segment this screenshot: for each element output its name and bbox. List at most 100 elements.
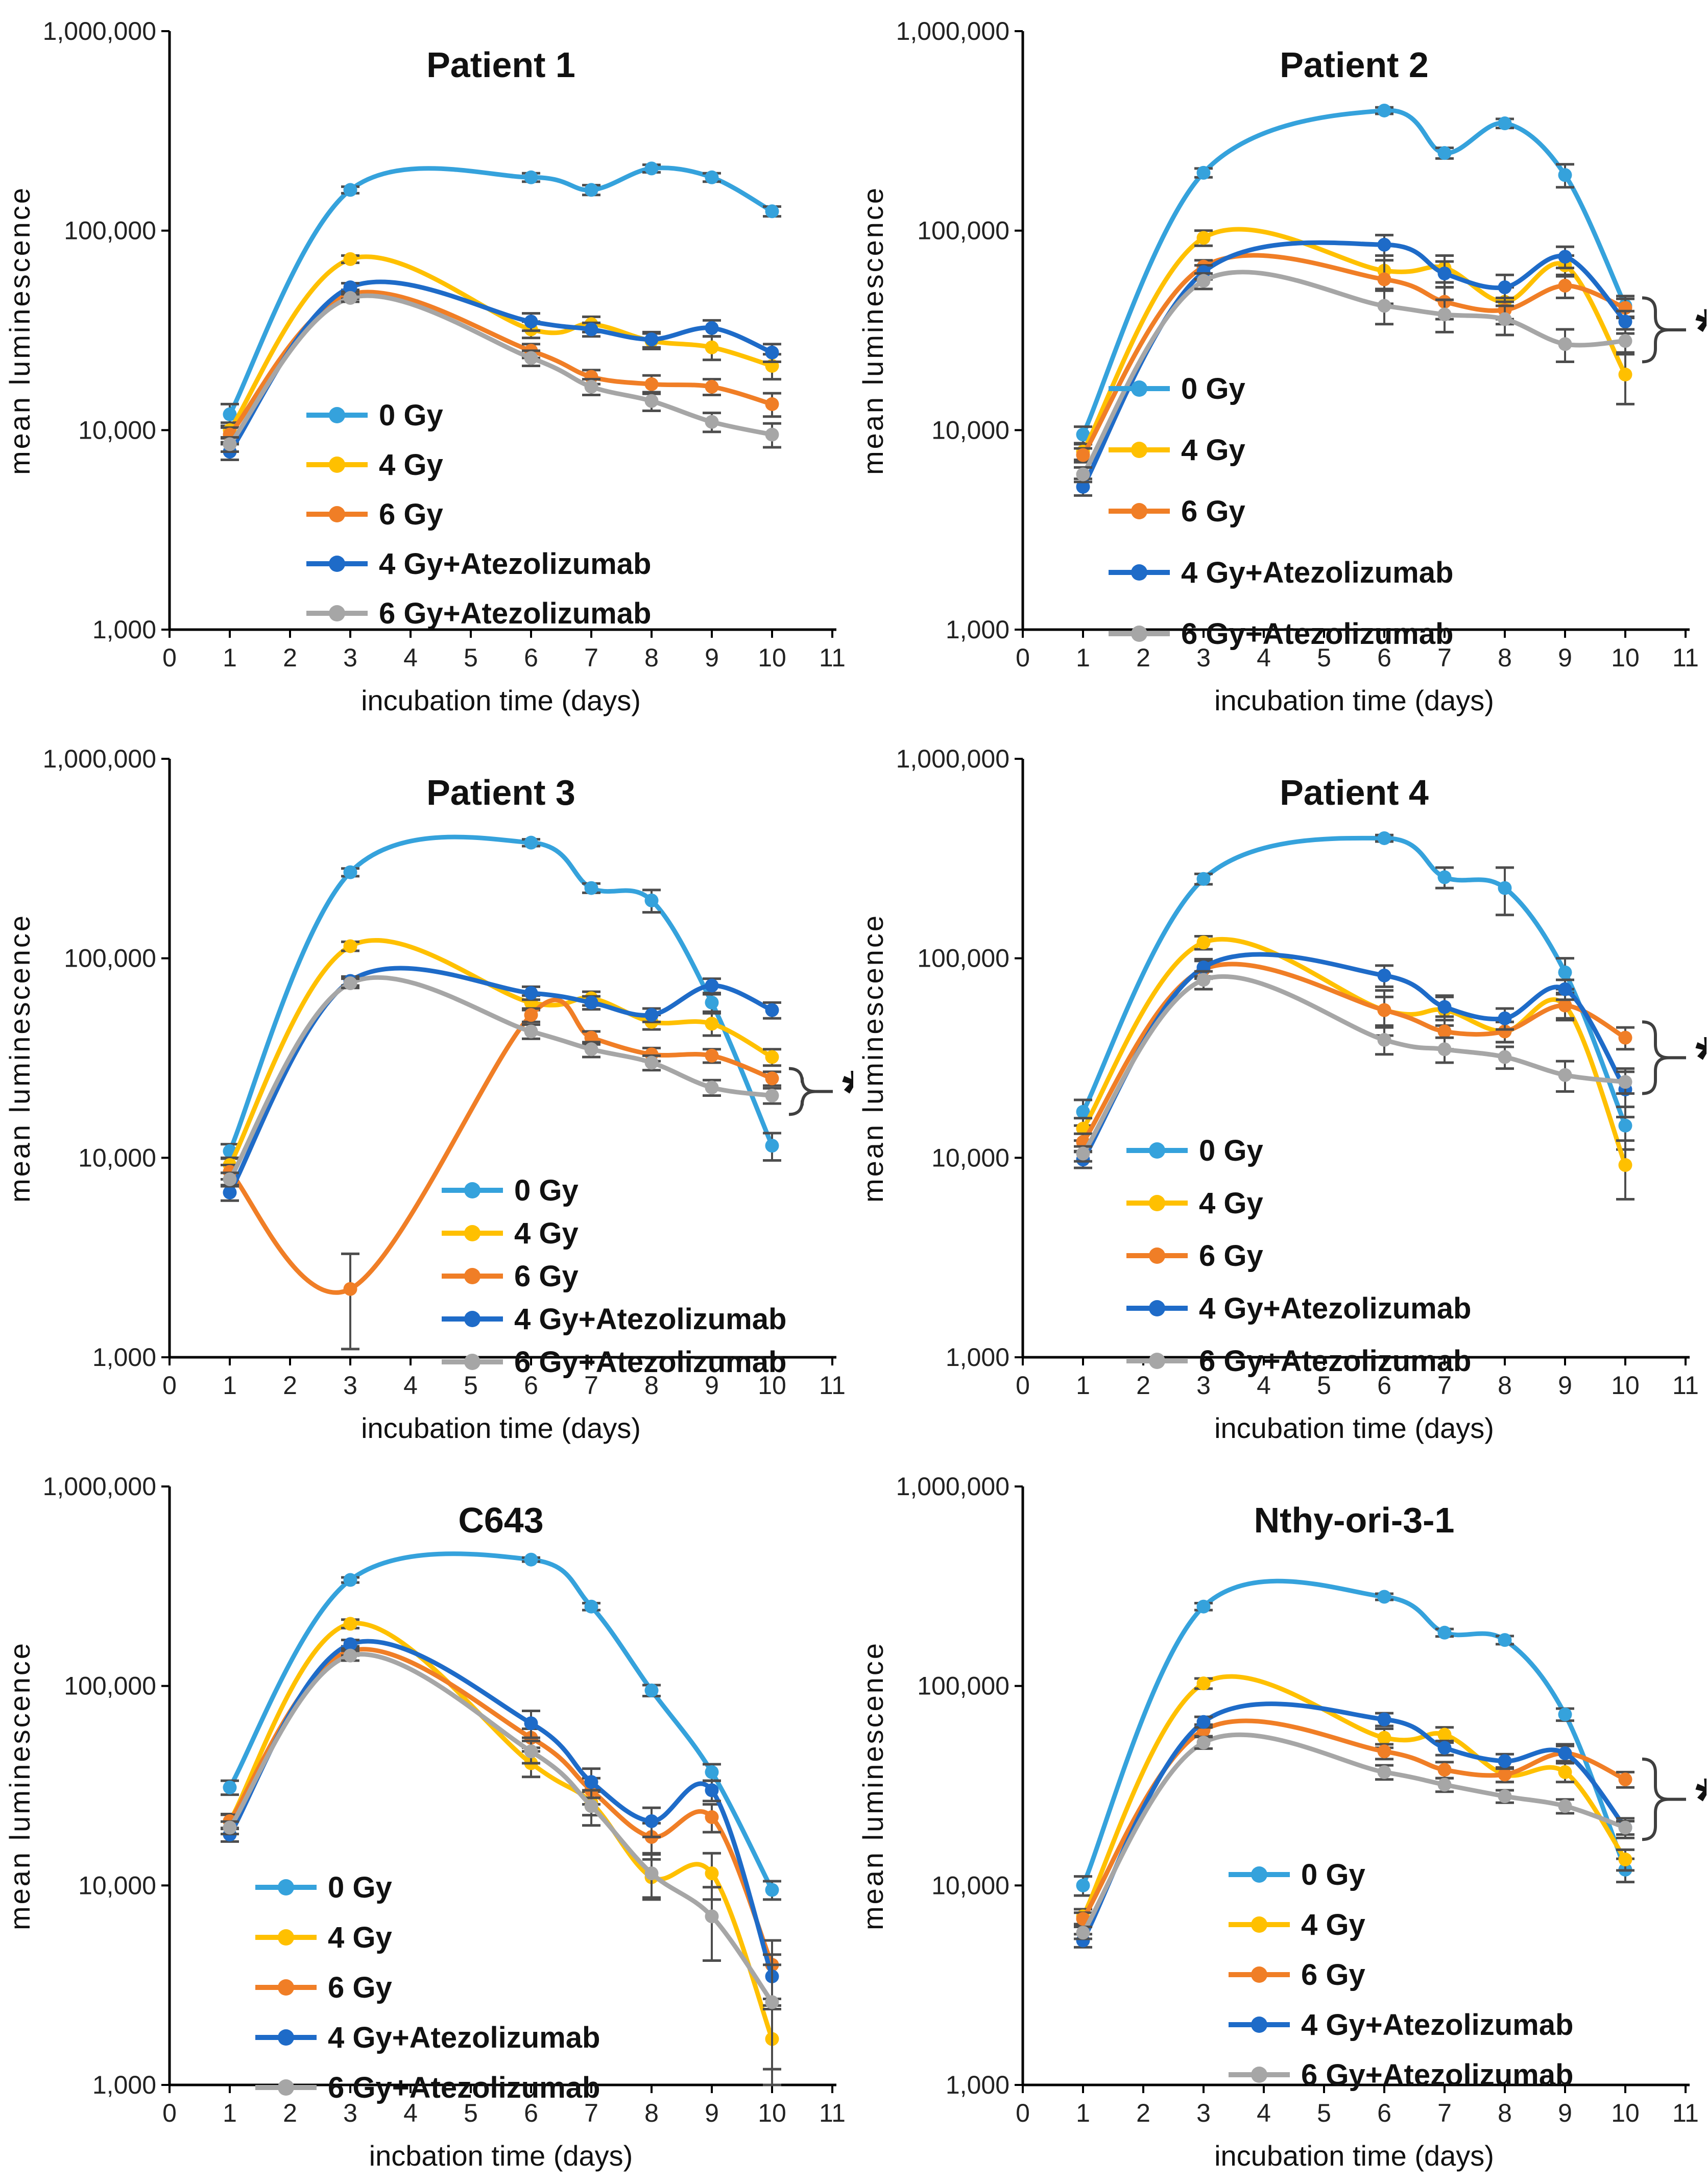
x-axis-title: incubation time (days) [1214, 2140, 1494, 2172]
data-point-marker [1076, 1926, 1090, 1940]
data-point-marker [1498, 1633, 1512, 1647]
x-tick-label: 10 [1611, 2099, 1640, 2127]
chart-title: Patient 1 [426, 45, 575, 85]
data-point-marker [1196, 274, 1211, 288]
data-point-marker [765, 1883, 779, 1897]
legend-item-4-gy: 4 Gy [255, 1921, 392, 1954]
x-tick-label: 5 [464, 643, 478, 672]
series-line-6-gy+atezolizumab [227, 293, 775, 447]
data-point-marker [1076, 448, 1090, 462]
x-tick-label: 11 [1672, 643, 1699, 672]
data-point-marker [1558, 1765, 1572, 1779]
legend-marker-dot [1131, 442, 1147, 458]
legend-label: 0 Gy [1181, 372, 1245, 405]
data-point-marker [1498, 116, 1512, 131]
data-point-marker [1377, 103, 1391, 117]
data-point-marker [584, 995, 598, 1010]
data-point-marker [1558, 250, 1572, 264]
chart-c643: C643 1,000,000 100,000 10,000 1,000 0 1 2 3 4 5 6 7 8… [0, 1456, 853, 2183]
series-line-4-gy+atezolizumab [1080, 952, 1628, 1162]
legend-marker-dot [329, 407, 345, 423]
data-point-marker [765, 1139, 779, 1153]
data-point-marker [584, 1799, 598, 1813]
legend-label: 0 Gy [328, 1871, 392, 1904]
x-tick-label: 9 [1558, 643, 1572, 672]
legend-marker-dot [329, 605, 345, 621]
x-tick-label: 10 [758, 2099, 786, 2127]
chart-title: Nthy-ori-3-1 [1254, 1500, 1455, 1540]
data-point-marker [343, 865, 357, 879]
x-tick-label: 1 [1076, 1371, 1090, 1400]
data-point-marker [1196, 165, 1211, 180]
y-axis-title: mean luminescence [4, 186, 36, 475]
data-point-marker [1558, 278, 1572, 293]
data-point-marker [644, 1683, 659, 1697]
series-line-6-gy [227, 1647, 775, 1967]
legend-marker-dot [329, 457, 345, 473]
legend-marker-dot [1131, 503, 1147, 519]
data-point-marker [223, 1185, 237, 1199]
data-point-marker [1618, 1118, 1632, 1133]
x-tick-label: 0 [162, 643, 177, 672]
data-point-marker [1377, 1712, 1391, 1726]
data-point-marker [524, 986, 538, 1000]
data-point-marker [343, 939, 357, 953]
data-point-marker [1618, 1852, 1632, 1866]
x-tick-label: 2 [283, 643, 297, 672]
significance-bracket [1642, 1757, 1670, 1841]
data-point-marker [765, 1089, 779, 1103]
data-point-marker [1377, 1590, 1391, 1604]
data-point-marker [1196, 1736, 1211, 1750]
x-tick-label: 8 [644, 643, 659, 672]
series-line-6-gy+atezolizumab [1080, 270, 1628, 477]
x-tick-label: 7 [1437, 2099, 1452, 2127]
data-point-marker [343, 1637, 357, 1651]
data-point-marker [705, 379, 719, 394]
data-point-marker [1377, 1003, 1391, 1017]
data-point-marker [644, 1866, 659, 1881]
legend-item-0-gy: 0 Gy [1229, 1858, 1365, 1891]
data-point-marker [1498, 1767, 1512, 1782]
data-point-marker [1076, 427, 1090, 442]
data-point-marker [1437, 307, 1452, 322]
legend-marker-dot [464, 1182, 480, 1198]
legend-item-6-gy+atezolizumab: 6 Gy+Atezolizumab [1229, 2058, 1573, 2092]
significance-asterisk: * [842, 1058, 853, 1126]
series-line-4-gy+atezolizumab [227, 1639, 775, 1979]
y-tick-label: 100,000 [917, 217, 1009, 245]
series-line-0-gy [227, 165, 775, 417]
x-tick-label: 10 [1611, 643, 1640, 672]
data-point-marker [1437, 1000, 1452, 1014]
x-tick-label: 8 [644, 2099, 659, 2127]
series-line-6-gy+atezolizumab [227, 975, 775, 1182]
series-line-6-gy+atezolizumab [1080, 1732, 1628, 1935]
x-tick-label: 3 [1196, 2099, 1211, 2127]
x-axis-title: incubation time (days) [361, 684, 641, 716]
data-point-marker [223, 1780, 237, 1794]
data-point-marker [343, 291, 357, 305]
legend-label: 4 Gy+Atezolizumab [514, 1303, 786, 1336]
data-point-marker [1377, 237, 1391, 252]
data-point-marker [524, 1552, 538, 1567]
legend-label: 6 Gy+Atezolizumab [1301, 2058, 1573, 2092]
data-point-marker [1437, 1024, 1452, 1039]
legend-marker-dot [1149, 1247, 1165, 1264]
legend-label: 4 Gy+Atezolizumab [1301, 2008, 1573, 2042]
x-tick-label: 4 [1257, 2099, 1271, 2127]
y-axis-title: mean luminescence [857, 1641, 889, 1930]
x-tick-label: 0 [162, 1371, 177, 1400]
data-point-marker [1377, 1765, 1391, 1779]
data-point-marker [524, 170, 538, 184]
y-tick-label: 100,000 [917, 1672, 1009, 1700]
legend-label: 4 Gy+Atezolizumab [379, 547, 651, 581]
x-tick-label: 7 [584, 2099, 598, 2127]
x-tick-label: 11 [1672, 2099, 1699, 2127]
x-tick-label: 2 [283, 1371, 297, 1400]
data-point-marker [1377, 831, 1391, 845]
data-point-marker [1437, 267, 1452, 281]
x-tick-label: 2 [1136, 2099, 1150, 2127]
data-point-marker [644, 332, 659, 347]
